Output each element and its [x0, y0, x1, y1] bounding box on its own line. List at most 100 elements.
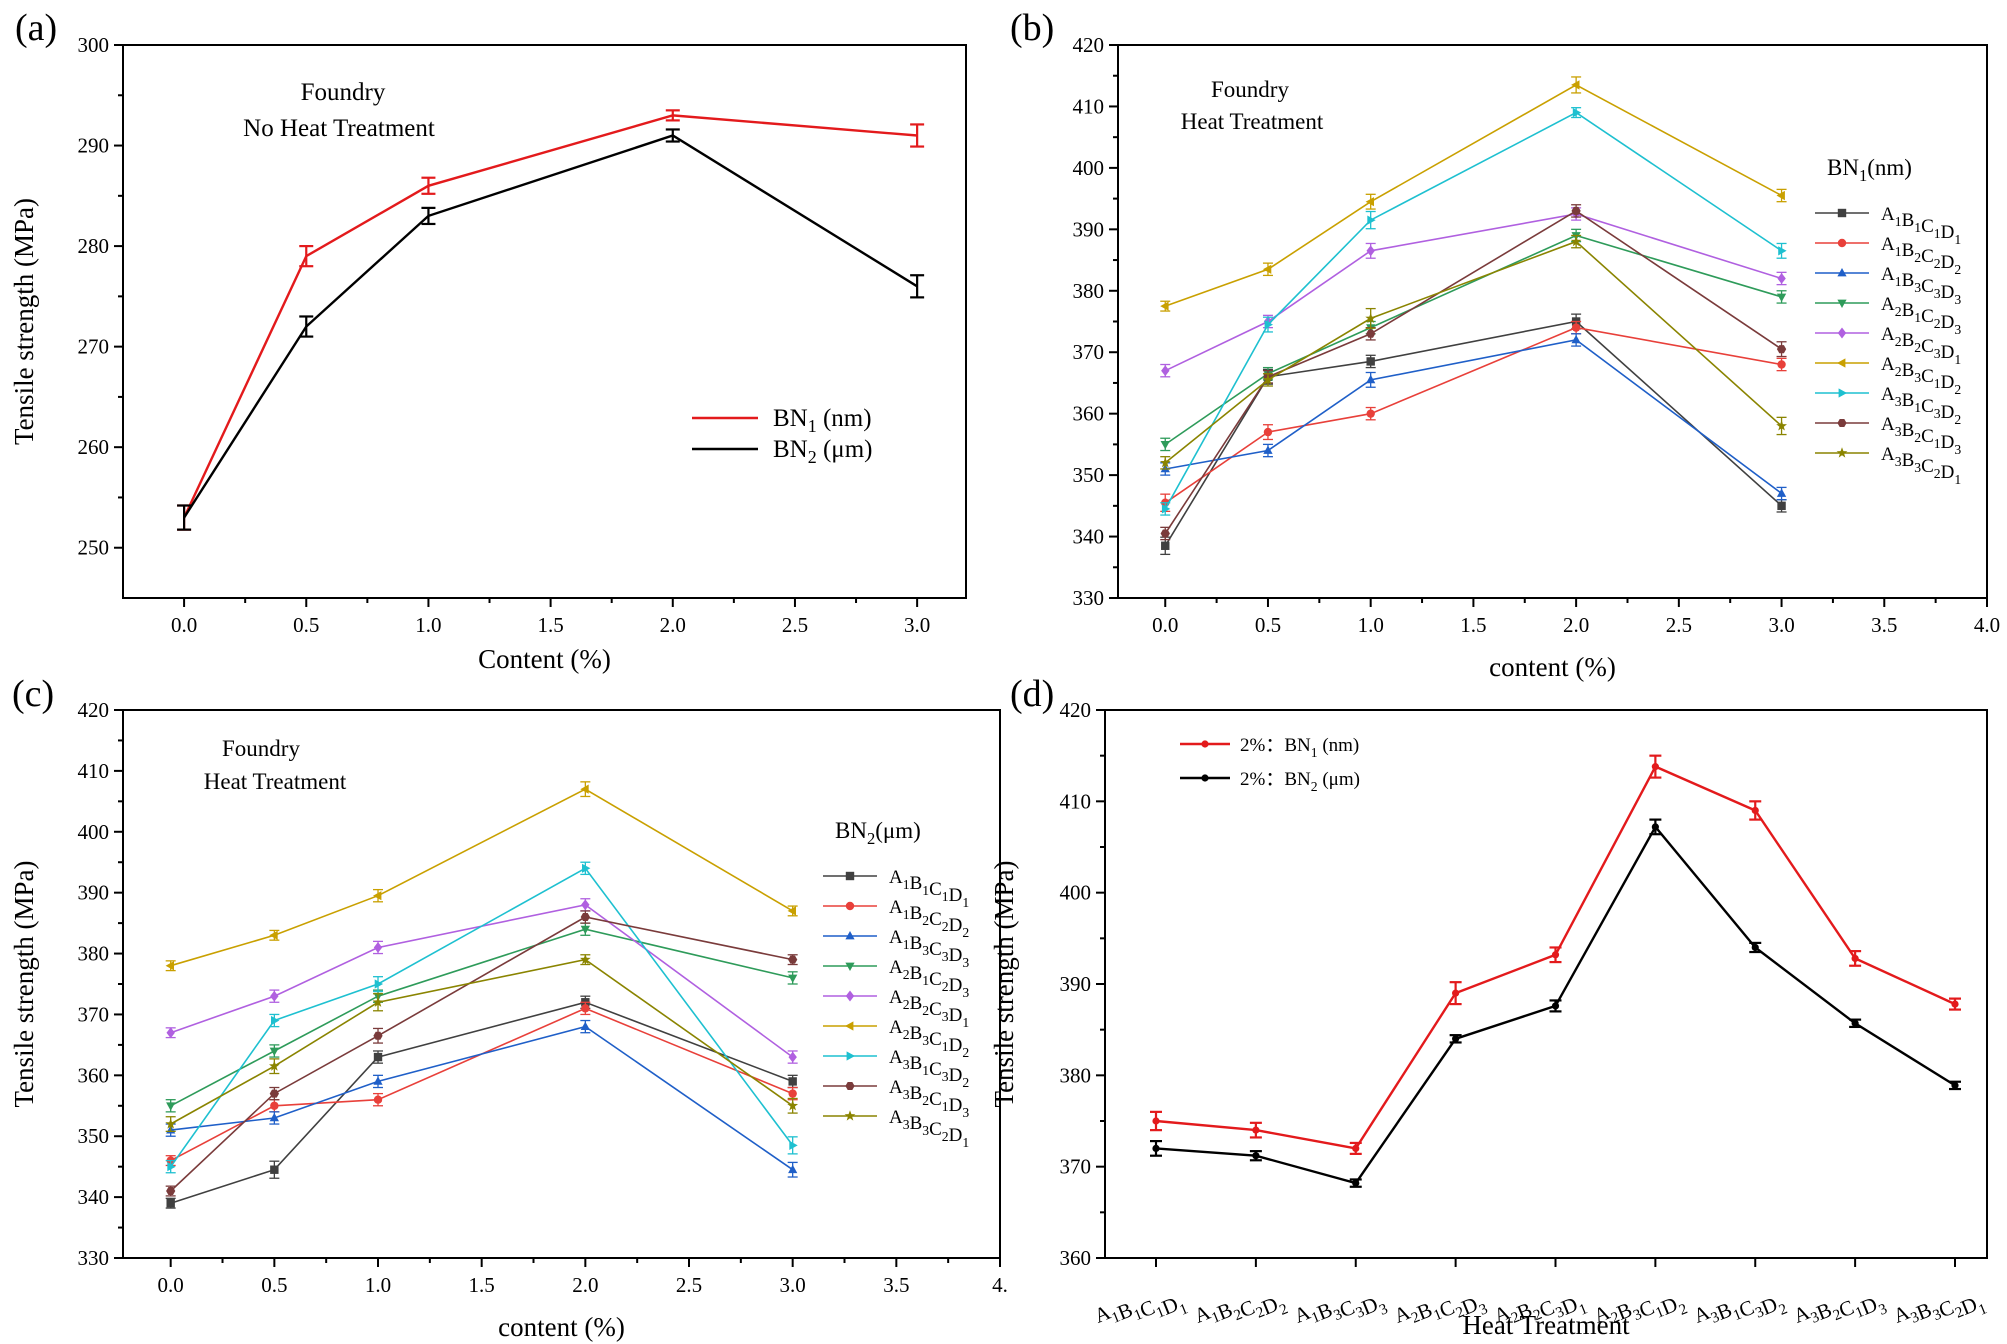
- data-point-marker: [580, 1021, 590, 1030]
- series-line: [170, 958, 794, 1125]
- series-a3b2c1d3-7: [165, 910, 798, 1197]
- legend-label: A2B3C1D2: [889, 1017, 969, 1060]
- y-tick-label: 260: [78, 435, 110, 459]
- data-point-marker: [1352, 1179, 1360, 1187]
- data-point-marker: [580, 913, 590, 921]
- data-point-marker: [269, 1089, 279, 1098]
- legend-label: A1B2C2D2: [1881, 234, 1961, 277]
- series-a2b3c1d2-5: [165, 781, 798, 972]
- y-tick-label: 400: [1073, 156, 1105, 180]
- legend-marker: [1837, 419, 1847, 427]
- x-tick-label: 1.0: [1358, 613, 1384, 637]
- data-point-marker: [1161, 504, 1171, 514]
- x-tick-label: 2.5: [782, 613, 808, 637]
- data-point-marker: [788, 1051, 797, 1063]
- legend-title: BN1(nm): [1827, 155, 1912, 185]
- y-axis-ticks: 330 340 350 360 370 380 390 400 410 420: [78, 698, 123, 1270]
- data-point-marker: [1160, 529, 1170, 538]
- x-tick-label: 3.0: [780, 1273, 806, 1297]
- legend-marker: [1837, 299, 1847, 308]
- data-point-marker: [165, 1118, 177, 1129]
- x-tick-label: 2.0: [660, 613, 686, 637]
- y-tick-label: 370: [1073, 340, 1105, 364]
- y-tick-label: 300: [78, 33, 110, 57]
- annotation-line-1: Foundry: [222, 736, 300, 761]
- legend-label: A3B3C2D1: [889, 1107, 969, 1150]
- data-point-marker: [1571, 323, 1581, 332]
- y-axis-ticks: 330 340 350 360 370 380 390 400 410 420: [1073, 33, 1118, 610]
- series-line: [1164, 240, 1783, 464]
- series-a1b2c2d2-1: [1160, 320, 1787, 513]
- data-point-marker: [1161, 365, 1170, 377]
- x-axis-title: content (%): [498, 1312, 625, 1342]
- series-a3b3c2d1-8: [1159, 234, 1787, 470]
- data-point-marker: [1252, 1152, 1260, 1160]
- legend-marker: [1201, 740, 1209, 748]
- series-a1b3c3d3-2: [165, 1019, 798, 1178]
- y-tick-label: 350: [1073, 463, 1105, 487]
- legend-label: A2B1C2D3: [1881, 294, 1961, 337]
- series-a3b3c2d1-8: [165, 954, 799, 1133]
- series-a2b2c3d1-4: [165, 898, 798, 1064]
- legend: BN1(nm)A1B1C1D1A1B2C2D2A1B3C3D3A2B1C2D3A…: [1815, 155, 1961, 487]
- y-tick-label: 390: [1060, 972, 1092, 996]
- panel-label: (a): [15, 7, 57, 49]
- x-tick-label: 1.5: [469, 1273, 495, 1297]
- panel-c-bn2-heat-treatment: 0.0 0.5 1.0 1.5 2.0 2.5 3.0 3.5 4. 330 340 350 360 37…: [9, 673, 1008, 1342]
- x-axis-title: content (%): [1489, 652, 1616, 682]
- legend-marker: [1838, 388, 1847, 398]
- legend-label: 2%：BN1 (nm): [1240, 735, 1359, 760]
- y-tick-label: 360: [1073, 402, 1105, 426]
- legend-marker: [1837, 327, 1847, 339]
- legend-marker: [845, 990, 855, 1002]
- y-tick-label: 330: [78, 1246, 110, 1270]
- x-tick-label: 3.0: [904, 613, 930, 637]
- data-point-marker: [1365, 312, 1377, 323]
- y-tick-label: 360: [1060, 1246, 1092, 1270]
- y-axis-ticks: 360 370 380 390 400 410 420: [1060, 698, 1105, 1270]
- y-tick-label: 270: [78, 335, 110, 359]
- legend-marker: [1836, 447, 1848, 458]
- x-tick-label: A1B1C1D1: [1091, 1272, 1191, 1344]
- data-point-marker: [1776, 345, 1787, 354]
- y-tick-label: 400: [1060, 881, 1092, 905]
- data-point-marker: [166, 1199, 175, 1208]
- legend: BN2(μm)A1B1C1D1A1B2C2D2A1B3C3D3A2B1C2D3A…: [823, 818, 969, 1150]
- x-tick-label: A3B2C1D3: [1790, 1272, 1890, 1344]
- series-line: [170, 1007, 794, 1162]
- legend-label: A2B3C1D2: [1881, 354, 1961, 397]
- x-tick-label: A3B1C3D2: [1690, 1272, 1790, 1344]
- legend-marker: [1837, 358, 1846, 368]
- x-tick-label: 2.0: [572, 1273, 598, 1297]
- error-bar: [910, 274, 925, 299]
- data-point-marker: [373, 891, 382, 901]
- series-line: [1164, 111, 1783, 510]
- legend-label: BN1 (nm): [773, 405, 872, 436]
- data-point-marker: [1651, 763, 1659, 771]
- data-point-marker: [1776, 293, 1787, 302]
- x-axis-title: Content (%): [478, 644, 611, 674]
- data-point-marker: [1366, 245, 1375, 257]
- x-tick-label: 4.0: [1974, 613, 2000, 637]
- plot-frame: [1104, 709, 1988, 1259]
- data-point-marker: [1262, 264, 1272, 274]
- x-tick-label: 2.0: [1563, 613, 1589, 637]
- data-point-marker: [166, 1102, 176, 1111]
- y-tick-label: 340: [1073, 525, 1105, 549]
- data-point-marker: [270, 1165, 279, 1174]
- legend-marker: [845, 931, 855, 940]
- x-tick-label: 3.5: [883, 1273, 909, 1297]
- x-axis-ticks: 0.0 0.5 1.0 1.5 2.0 2.5 3.0 3.5 4.: [158, 1258, 1008, 1297]
- legend-marker: [1837, 268, 1847, 277]
- data-point-marker: [166, 1187, 176, 1195]
- series-line: [1164, 209, 1783, 534]
- series-line: [1164, 320, 1783, 547]
- error-bar: [910, 123, 925, 148]
- data-point-marker: [788, 974, 798, 983]
- data-point-marker: [580, 784, 589, 794]
- series-a3b1c3d2-6: [165, 861, 798, 1174]
- legend-label: A3B1C3D2: [889, 1047, 969, 1090]
- y-tick-label: 370: [78, 1002, 110, 1026]
- legend-label: A1B3C3D3: [1881, 264, 1961, 307]
- x-axis-title: Heat Treatment: [1462, 1310, 1630, 1340]
